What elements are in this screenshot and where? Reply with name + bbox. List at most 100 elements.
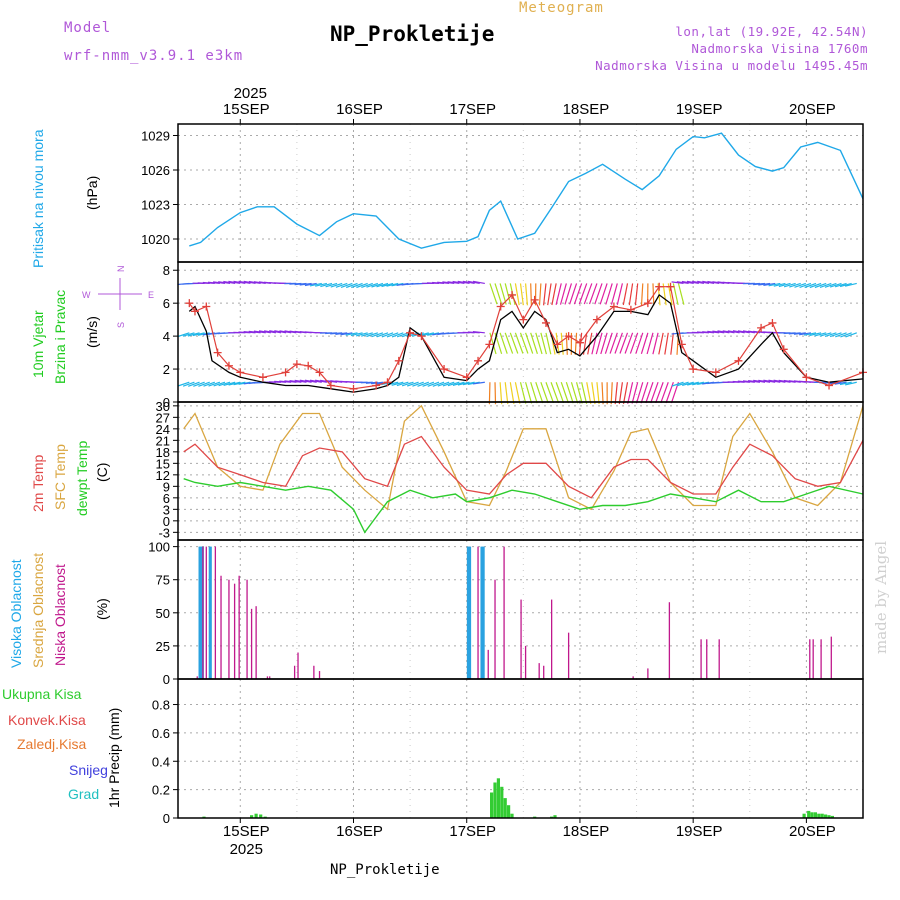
wind-arrow bbox=[809, 332, 822, 337]
wind-arrow bbox=[588, 283, 598, 305]
wind-arrow bbox=[320, 282, 333, 288]
model-name: wrf-nmm_v3.9.1 e3km bbox=[64, 48, 244, 64]
legend-konvek-kisa: Konvek.Kisa bbox=[8, 712, 86, 728]
y-tick-label: 12 bbox=[156, 468, 170, 483]
wind-arrow bbox=[681, 280, 694, 285]
wind-arrow bbox=[793, 332, 806, 335]
gust-marker bbox=[530, 295, 539, 304]
wind-arrow bbox=[345, 332, 358, 336]
wind-arrow bbox=[564, 283, 573, 305]
wind-arrow bbox=[551, 283, 557, 306]
wind-arrow bbox=[573, 283, 583, 305]
wind-arrow bbox=[417, 381, 429, 387]
wind-arrow bbox=[233, 280, 246, 285]
wind-arrow bbox=[783, 282, 796, 288]
wind-arrow bbox=[773, 379, 786, 383]
gust-marker bbox=[734, 356, 743, 365]
chart-subtitle: Meteogram bbox=[519, 0, 604, 16]
gust-marker bbox=[462, 373, 471, 382]
gust-marker bbox=[349, 384, 358, 393]
wind-arrow bbox=[309, 282, 322, 287]
wind-arrow bbox=[330, 332, 343, 335]
precip-bar bbox=[817, 813, 821, 818]
wind-arrow bbox=[192, 332, 205, 337]
wind-arrow bbox=[804, 282, 817, 289]
wind-arrow bbox=[361, 282, 373, 288]
gust-marker bbox=[626, 305, 635, 314]
wind-arrow bbox=[650, 382, 659, 404]
y-tick-label: 1023 bbox=[141, 198, 170, 213]
wind-arrow bbox=[569, 283, 578, 305]
legend-ukupna-kisa: Ukupna Kisa bbox=[2, 686, 82, 702]
gust-marker bbox=[406, 328, 415, 337]
y-tick-label: 8 bbox=[163, 263, 170, 278]
y-tick-label: 0 bbox=[163, 672, 170, 687]
wind-arrow bbox=[753, 379, 766, 383]
wind-arrow bbox=[488, 382, 491, 405]
wind-arrow bbox=[555, 283, 562, 305]
x-day-label-top: 20SEP bbox=[789, 101, 836, 118]
gust-marker bbox=[496, 302, 505, 311]
wind-arrow bbox=[335, 332, 348, 335]
y-tick-label: 0.8 bbox=[152, 698, 170, 713]
wind-arrow bbox=[514, 332, 524, 354]
wind-arrow bbox=[193, 381, 205, 387]
y-tick-label: 0.4 bbox=[152, 754, 170, 769]
wind-arrow bbox=[422, 332, 435, 337]
wind-arrow bbox=[640, 283, 644, 306]
wind-arrow bbox=[238, 280, 251, 285]
wind-arrow bbox=[686, 280, 699, 285]
page-title: NP_Prokletije bbox=[330, 22, 495, 46]
grid-layer bbox=[178, 124, 863, 818]
wind-arrow bbox=[182, 381, 195, 387]
compass-e: E bbox=[148, 290, 154, 300]
gust-marker bbox=[677, 340, 686, 349]
wind-arrow bbox=[628, 283, 634, 306]
precip-bar bbox=[259, 814, 263, 818]
wind-arrow bbox=[437, 281, 450, 285]
wind-arrow bbox=[737, 380, 750, 383]
wind-arrow bbox=[634, 283, 639, 306]
wind-arrow bbox=[614, 382, 618, 405]
pressure-line bbox=[189, 132, 864, 249]
wind-arrow bbox=[578, 283, 588, 305]
compass-w: W bbox=[82, 290, 91, 300]
wind-arrow bbox=[376, 282, 389, 288]
gust-marker bbox=[474, 356, 483, 365]
wind-arrow bbox=[824, 332, 837, 337]
gust-marker bbox=[592, 315, 601, 324]
wind-arrow bbox=[652, 332, 659, 355]
wind-arrow bbox=[538, 283, 542, 306]
wind-arrow bbox=[314, 379, 327, 383]
y-tick-label: 1020 bbox=[141, 232, 170, 247]
y-tick-label: 0.2 bbox=[152, 783, 170, 798]
wind-arrow bbox=[697, 280, 710, 285]
wind-arrow bbox=[452, 381, 465, 386]
precip-bar bbox=[827, 815, 831, 818]
wind-arrow bbox=[570, 382, 579, 404]
y-tick-label: 50 bbox=[156, 606, 170, 621]
sfc-temp-line bbox=[183, 404, 864, 511]
precip-bar bbox=[250, 815, 254, 818]
x-day-label-top: 16SEP bbox=[336, 101, 383, 118]
panel-frame bbox=[177, 401, 864, 541]
y-tick-label: 0 bbox=[163, 811, 170, 826]
wind-arrow bbox=[494, 283, 503, 305]
wind-arrow bbox=[356, 282, 368, 289]
wind-arrow bbox=[197, 332, 210, 336]
y-tick-label: 6 bbox=[163, 296, 170, 311]
wind-arrow bbox=[248, 330, 261, 334]
gust-marker bbox=[802, 373, 811, 382]
wind-arrow bbox=[702, 280, 715, 285]
wind-arrow bbox=[758, 379, 771, 383]
wind-arrow bbox=[727, 330, 740, 334]
precip-bar bbox=[490, 792, 494, 818]
precip-bar bbox=[510, 813, 514, 818]
wind-arrow bbox=[778, 379, 791, 383]
wind-arrow bbox=[583, 283, 593, 305]
precip-bar bbox=[553, 815, 557, 818]
wind-arrow bbox=[289, 380, 302, 383]
precip-bar bbox=[500, 786, 504, 818]
wind-arrow bbox=[432, 381, 445, 387]
wind-arrow bbox=[691, 280, 705, 285]
